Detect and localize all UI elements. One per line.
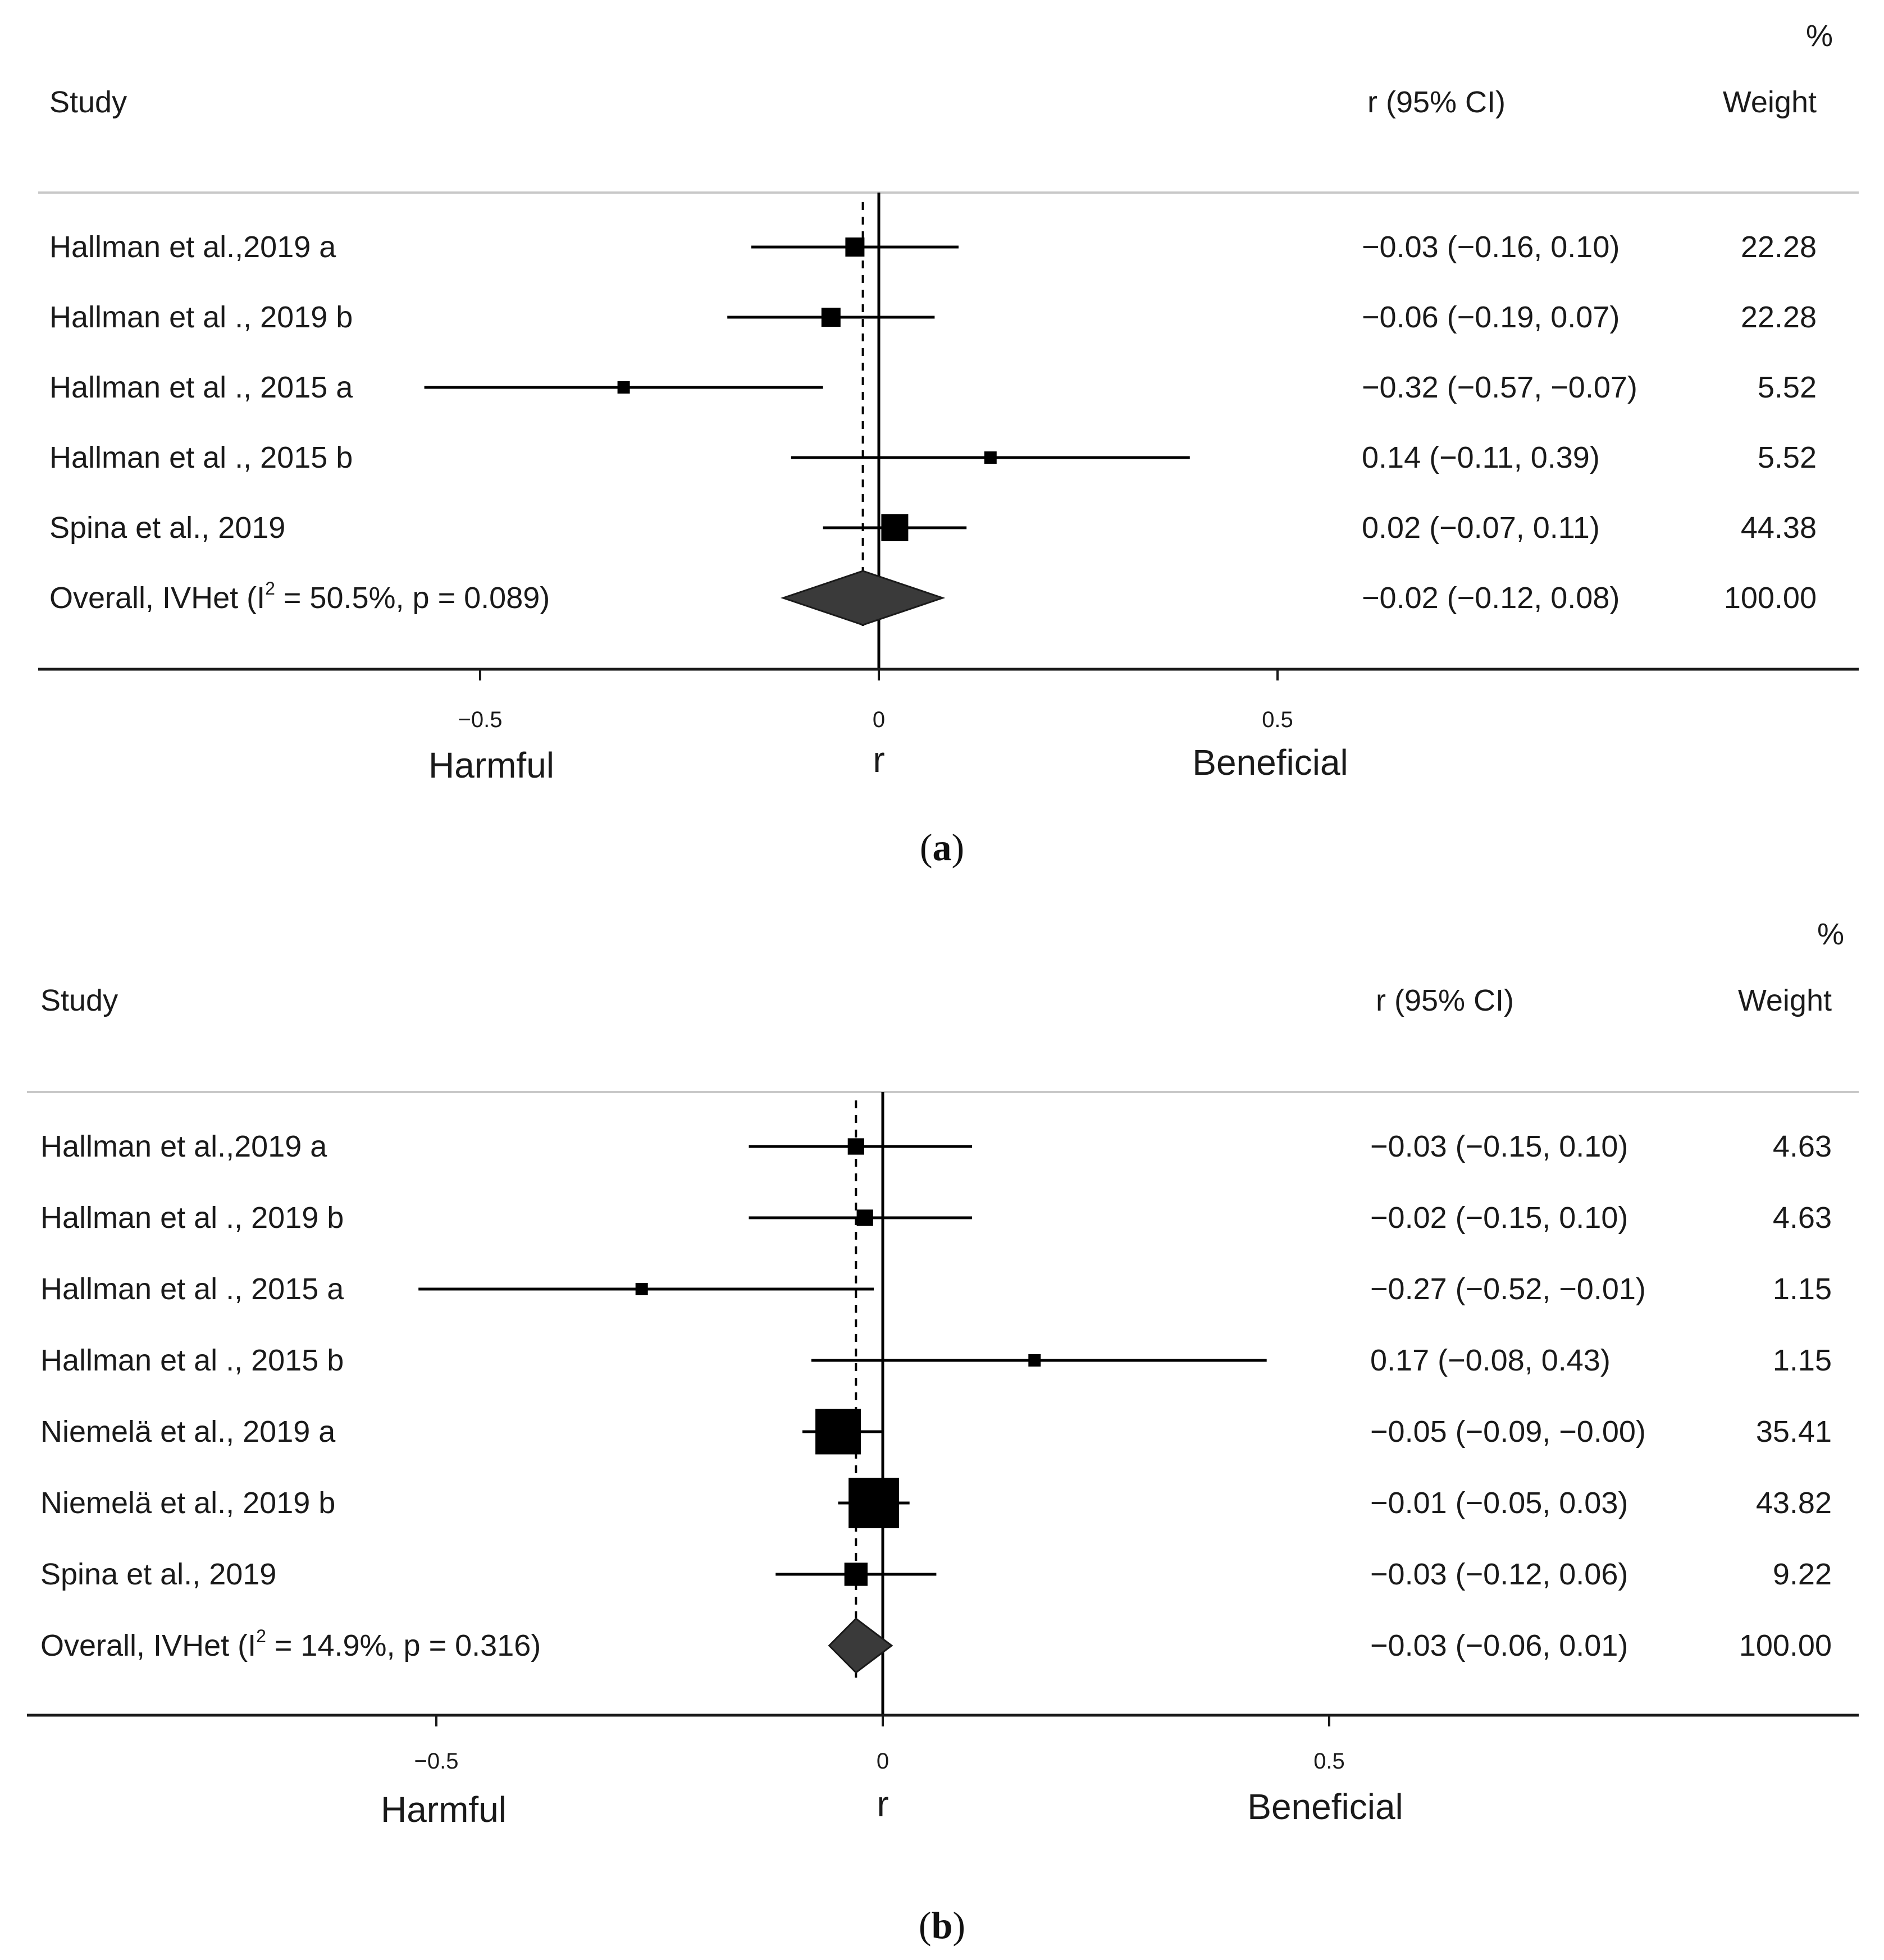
panel-b-ci-value: −0.05 (−0.09, −0.00) (1370, 1415, 1646, 1449)
panel-b-weight-value: 4.63 (1773, 1130, 1832, 1163)
caption-b: (b) (918, 1904, 966, 1947)
panel-b-overall-label: Overall, IVHet (I2 = 14.9%, p = 0.316) (40, 1626, 541, 1662)
panel-a-overall-label-suffix: = 50.5%, p = 0.089) (275, 581, 550, 615)
panel-a-weight-value: 5.52 (1758, 371, 1817, 404)
panel-a-overall-label: Overall, IVHet (I2 = 50.5%, p = 0.089) (49, 578, 550, 615)
panel-b-weight-value: 1.15 (1773, 1272, 1832, 1306)
panel-a-ci-value: 0.14 (−0.11, 0.39) (1362, 441, 1600, 474)
panel-b-ci-value: −0.03 (−0.12, 0.06) (1370, 1557, 1628, 1591)
forest-plot-a-svg: % Study r (95% CI) Weight Hallman et al.,201… (38, 19, 1859, 785)
panel-b-overall-ci-value: −0.03 (−0.06, 0.01) (1370, 1629, 1628, 1662)
panel-b-weight-value: 4.63 (1773, 1201, 1832, 1235)
panel-b-ci-value: −0.03 (−0.15, 0.10) (1370, 1130, 1628, 1163)
panel-a-point-estimate (881, 514, 909, 541)
panel-b-x-tick-label: 0.5 (1313, 1749, 1345, 1774)
panel-b-weight-value: 43.82 (1756, 1486, 1832, 1520)
panel-a-point-estimate (617, 381, 630, 394)
panel-a-overall-label-prefix: Overall, IVHet (I (49, 581, 265, 615)
panel-b-study-label: Hallman et al ., 2015 a (40, 1272, 344, 1306)
panel-b-header-pct: % (1817, 917, 1844, 951)
panel-a-ci-value: 0.02 (−0.07, 0.11) (1362, 511, 1600, 545)
panel-b-point-estimate (847, 1138, 864, 1155)
panel-a-overall-ci-value: −0.02 (−0.12, 0.08) (1362, 581, 1620, 615)
panel-b-weight-value: 35.41 (1756, 1415, 1832, 1449)
panel-b-overall-diamond (828, 1618, 893, 1674)
panel-b-ci-value: −0.01 (−0.05, 0.03) (1370, 1486, 1628, 1520)
caption-a-letter: a (932, 826, 952, 869)
panel-b-point-estimate (1028, 1354, 1041, 1367)
panel-a-x-tick-label: 0.5 (1262, 707, 1293, 732)
panel-a-overall-diamond (780, 570, 946, 626)
panel-b-study-label: Hallman et al ., 2015 b (40, 1344, 344, 1377)
panel-a-weight-value: 22.28 (1741, 300, 1817, 334)
panel-a-header-study: Study (49, 85, 127, 119)
panel-a-x-tick-label: −0.5 (458, 707, 503, 732)
panel-b-ci-value: −0.27 (−0.52, −0.01) (1370, 1272, 1646, 1306)
panel-a-study-label: Hallman et al.,2019 a (49, 230, 336, 264)
panel-b-point-estimate (849, 1478, 900, 1528)
panel-a-ci-value: −0.03 (−0.16, 0.10) (1362, 230, 1620, 264)
panel-a-overall-weight-value: 100.00 (1724, 581, 1817, 615)
caption-a: (a) (919, 826, 965, 869)
caption-b-letter: b (931, 1904, 953, 1947)
panel-a-study-label: Hallman et al ., 2015 b (49, 441, 353, 474)
panel-a-header-ci: r (95% CI) (1367, 85, 1506, 119)
panel-a-header-pct: % (1806, 19, 1833, 53)
panel-b-ci-value: 0.17 (−0.08, 0.43) (1370, 1344, 1611, 1377)
panel-a-beneficial-label: Beneficial (1192, 742, 1348, 783)
forest-plot-b-svg: % Study r (95% CI) Weight Hallman et al.,201… (27, 917, 1859, 1830)
panel-b-study-label: Hallman et al.,2019 a (40, 1130, 327, 1163)
panel-a-x-tick-label: 0 (873, 707, 885, 732)
panel-b-beneficial-label: Beneficial (1247, 1787, 1403, 1827)
panel-a-ci-value: −0.06 (−0.19, 0.07) (1362, 300, 1620, 334)
panel-b-overall-weight-value: 100.00 (1739, 1629, 1832, 1662)
forest-plot-a: % Study r (95% CI) Weight Hallman et al.,201… (0, 0, 1884, 876)
panel-b-study-label: Niemelä et al., 2019 b (40, 1486, 335, 1520)
panel-a-study-label: Spina et al., 2019 (49, 511, 285, 545)
panel-a-study-label: Hallman et al ., 2019 b (49, 300, 353, 334)
panel-a-weight-value: 44.38 (1741, 511, 1817, 545)
panel-b-ci-value: −0.02 (−0.15, 0.10) (1370, 1201, 1628, 1235)
panel-a-overall-label-sup: 2 (265, 578, 275, 598)
forest-plot-b: % Study r (95% CI) Weight Hallman et al.,201… (0, 898, 1884, 1960)
panel-b-study-label: Niemelä et al., 2019 a (40, 1415, 336, 1449)
panel-b-overall-label-suffix: = 14.9%, p = 0.316) (266, 1629, 541, 1662)
panel-b-x-axis-label: r (877, 1784, 888, 1824)
panel-b-point-estimate (844, 1562, 868, 1586)
panel-a-weight-value: 22.28 (1741, 230, 1817, 264)
panel-b-overall-label-sup: 2 (256, 1626, 266, 1646)
panel-a-header-weight: Weight (1723, 85, 1817, 119)
panel-b-weight-value: 1.15 (1773, 1344, 1832, 1377)
panel-a-point-estimate (984, 451, 997, 464)
panel-b-point-estimate (856, 1209, 873, 1226)
panel-a-ci-value: −0.32 (−0.57, −0.07) (1362, 371, 1637, 404)
panel-a-x-axis-label: r (873, 739, 884, 780)
panel-b-point-estimate (635, 1283, 648, 1295)
panel-a-weight-value: 5.52 (1758, 441, 1817, 474)
panel-b-overall-label-prefix: Overall, IVHet (I (40, 1629, 256, 1662)
panel-b-study-label: Hallman et al ., 2019 b (40, 1201, 344, 1235)
panel-a-point-estimate (845, 237, 865, 257)
panel-a-study-label: Hallman et al ., 2015 a (49, 371, 353, 404)
panel-b-header-study: Study (40, 984, 118, 1017)
panel-b-study-label: Spina et al., 2019 (40, 1557, 276, 1591)
panel-b-weight-value: 9.22 (1773, 1557, 1832, 1591)
panel-b-header-weight: Weight (1738, 984, 1832, 1017)
panel-a-harmful-label: Harmful (428, 745, 554, 785)
panel-a-point-estimate (821, 307, 841, 327)
panel-b-harmful-label: Harmful (381, 1789, 507, 1830)
panel-b-point-estimate (815, 1409, 861, 1455)
panel-b-x-tick-label: 0 (877, 1749, 889, 1774)
panel-b-header-ci: r (95% CI) (1376, 984, 1514, 1017)
panel-b-x-tick-label: −0.5 (414, 1749, 459, 1774)
